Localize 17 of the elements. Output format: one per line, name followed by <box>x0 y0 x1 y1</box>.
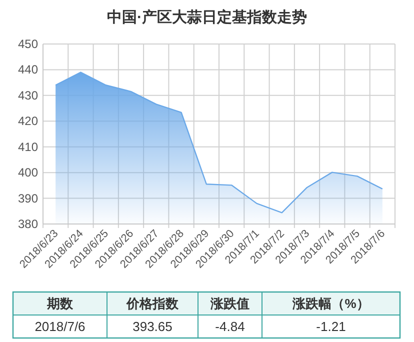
y-tick-label: 440 <box>18 62 38 77</box>
y-tick-label: 430 <box>18 88 38 102</box>
y-tick-label: 450 <box>18 37 38 51</box>
text: 393.65 <box>132 319 172 334</box>
text: -1.21 <box>316 319 346 334</box>
category-label: 期数 <box>46 296 74 311</box>
category-label: 涨跌值 <box>210 296 250 311</box>
category-label: 价格指数 <box>126 296 180 311</box>
y-tick-label: 380 <box>18 217 38 231</box>
y-tick-label: 400 <box>18 166 38 180</box>
category-label: 涨跌幅（%） <box>292 296 370 311</box>
y-tick-label: 420 <box>18 114 38 128</box>
chart-title: 中国·产区大蒜日定基指数走势 <box>107 8 307 26</box>
text: 2018/7/6 <box>34 319 86 334</box>
text: -4.84 <box>215 319 245 334</box>
y-tick-label: 410 <box>18 140 38 154</box>
y-tick-label: 390 <box>18 191 38 206</box>
